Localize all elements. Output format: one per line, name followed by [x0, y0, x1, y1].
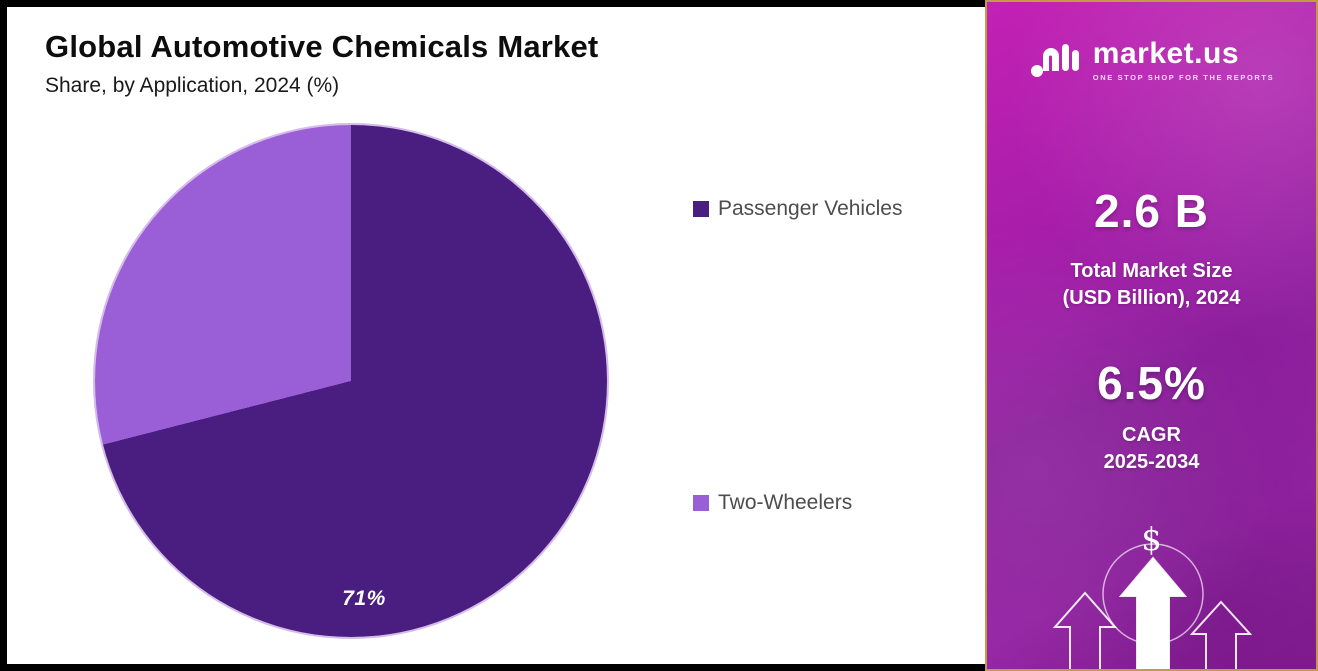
stat-cagr: 6.5% CAGR 2025-2034	[987, 356, 1316, 474]
legend-label: Passenger Vehicles	[718, 197, 903, 220]
chart-subtitle: Share, by Application, 2024 (%)	[45, 74, 340, 97]
stat-market-size-label-1: Total Market Size	[1070, 260, 1233, 282]
legend-item-passenger-vehicles: Passenger Vehicles	[693, 197, 983, 221]
chart-header: Global Automotive Chemicals Market Share…	[45, 29, 598, 98]
legend-label: Two-Wheelers	[718, 491, 853, 514]
chart-title: Global Automotive Chemicals Market	[45, 29, 599, 64]
chart-panel: Global Automotive Chemicals Market Share…	[0, 0, 985, 671]
brand-tagline: ONE STOP SHOP FOR THE REPORTS	[1092, 73, 1275, 82]
stat-market-size: 2.6 B Total Market Size (USD Billion), 2…	[987, 184, 1316, 310]
legend-item-two-wheelers: Two-Wheelers	[693, 491, 983, 515]
stat-cagr-label-1: CAGR	[1122, 424, 1181, 446]
brand-logo: market.us ONE STOP SHOP FOR THE REPORTS	[987, 36, 1316, 85]
stat-market-size-value: 2.6 B	[1094, 185, 1209, 237]
brand-text: market.us ONE STOP SHOP FOR THE REPORTS	[1092, 37, 1275, 83]
pie-chart	[95, 125, 607, 637]
legend-swatch-icon	[693, 495, 709, 511]
marketus-logo-icon	[1029, 36, 1083, 85]
stat-cagr-label-2: 2025-2034	[1103, 451, 1200, 473]
brand-sidebar: market.us ONE STOP SHOP FOR THE REPORTS …	[985, 0, 1318, 671]
stat-market-size-label-2: (USD Billion), 2024	[1062, 287, 1241, 309]
brand-name: market.us	[1092, 37, 1240, 70]
chart-legend: Passenger Vehicles Two-Wheelers	[693, 197, 983, 515]
stat-cagr-value: 6.5%	[1097, 357, 1206, 409]
pie-slice-label: 71%	[342, 587, 386, 610]
growth-arrows-icon	[1052, 543, 1253, 669]
legend-swatch-icon	[693, 201, 709, 217]
dollar-icon: $	[1141, 520, 1162, 558]
pie-chart-area: 71%	[95, 125, 607, 637]
